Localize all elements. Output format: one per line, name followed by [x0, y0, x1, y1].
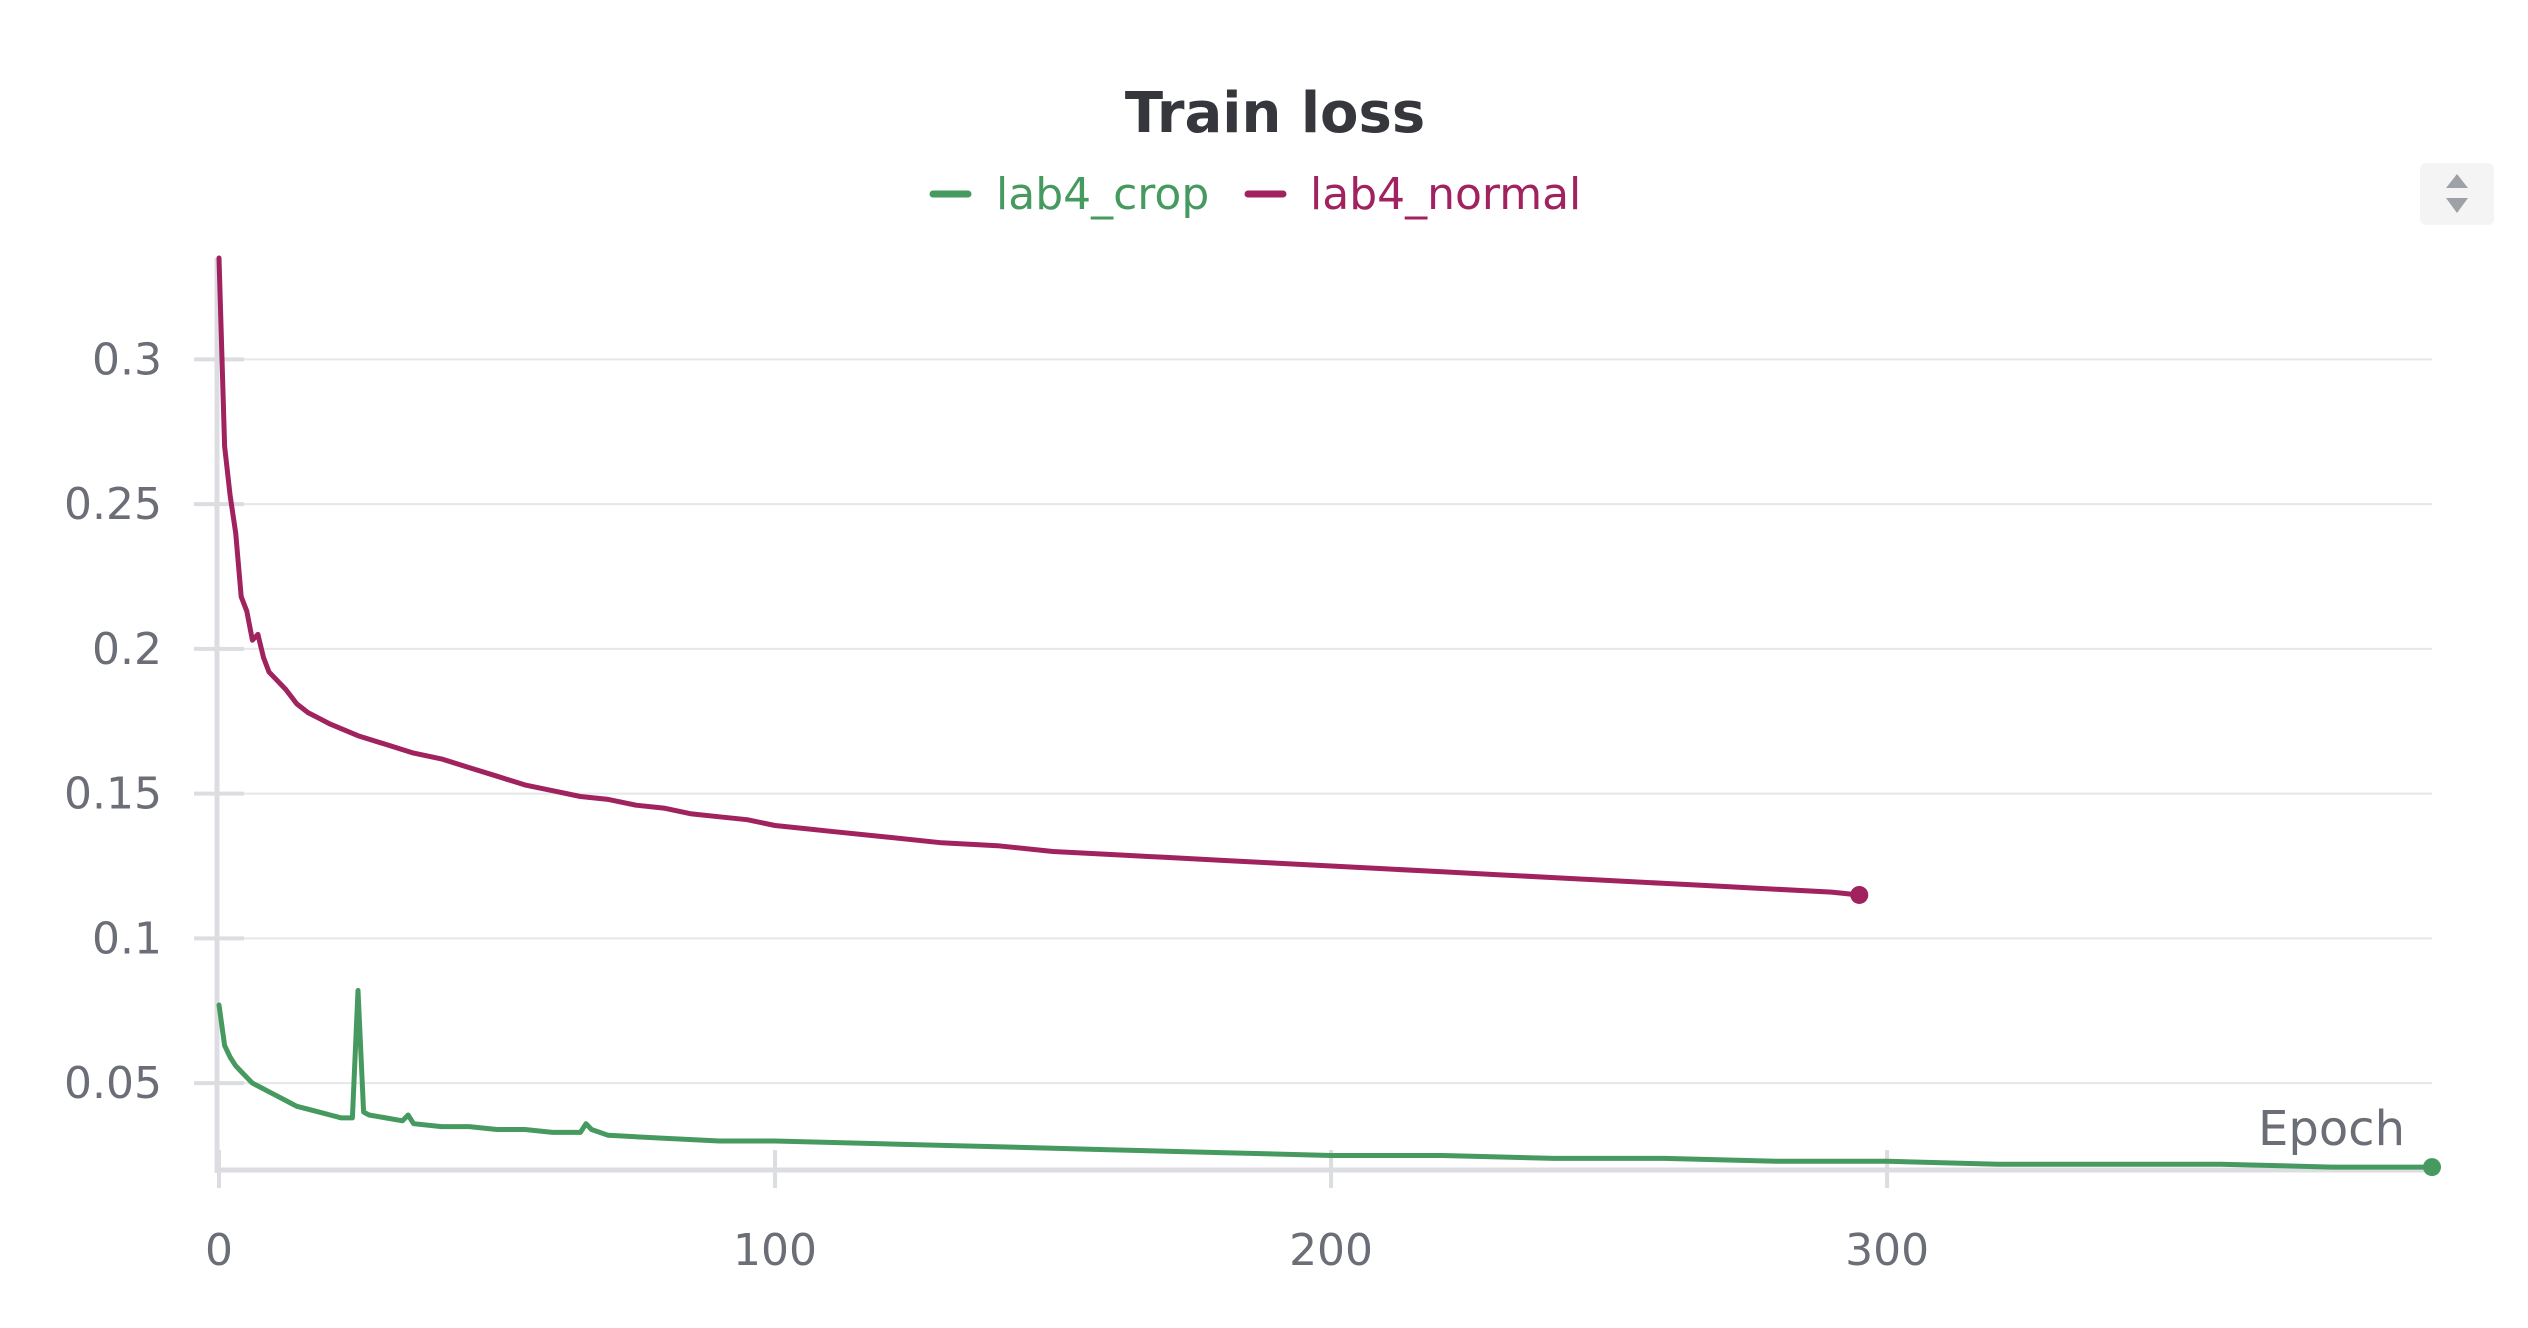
x-tick-label: 200 — [1289, 1225, 1373, 1276]
legend-item-lab4-crop[interactable]: lab4_crop — [929, 169, 1209, 220]
y-tick-label: 0.1 — [92, 913, 162, 964]
x-tick-label: 0 — [205, 1225, 233, 1276]
y-axis-ticks: 0.05 0.1 0.15 0.2 0.25 0.3 — [64, 334, 244, 1109]
x-tick-label: 300 — [1845, 1225, 1929, 1276]
axes — [214, 258, 2432, 1173]
legend-scroll-button-bg — [2420, 163, 2494, 225]
series-end-point-lab4-normal — [1850, 885, 1869, 904]
series — [216, 255, 2441, 1177]
x-axis-ticks: 0 100 200 300 — [205, 1150, 1929, 1276]
caret-up-icon — [2446, 174, 2468, 188]
y-tick-label: 0.05 — [64, 1058, 162, 1109]
legend-label-lab4-normal: lab4_normal — [1310, 169, 1581, 220]
series-line-lab4-crop — [216, 988, 2435, 1170]
caret-down-icon — [2446, 198, 2468, 213]
y-tick-label: 0.3 — [92, 334, 162, 385]
legend-scroll-button[interactable] — [2420, 163, 2494, 225]
y-tick-label: 0.15 — [64, 769, 162, 820]
y-tick-label: 0.25 — [64, 479, 162, 530]
y-tick-label: 0.2 — [92, 624, 162, 675]
chart-title: Train loss — [1125, 81, 1425, 146]
legend: lab4_crop lab4_normal — [929, 169, 1581, 220]
legend-label-lab4-crop: lab4_crop — [996, 169, 1209, 220]
series-end-point-lab4-crop — [2423, 1158, 2441, 1177]
x-tick-label: 100 — [733, 1225, 817, 1276]
legend-item-lab4-normal[interactable]: lab4_normal — [1244, 169, 1581, 220]
grid — [219, 358, 2432, 1085]
x-axis-label: Epoch — [2258, 1101, 2405, 1157]
series-line-lab4-normal — [216, 255, 1862, 898]
